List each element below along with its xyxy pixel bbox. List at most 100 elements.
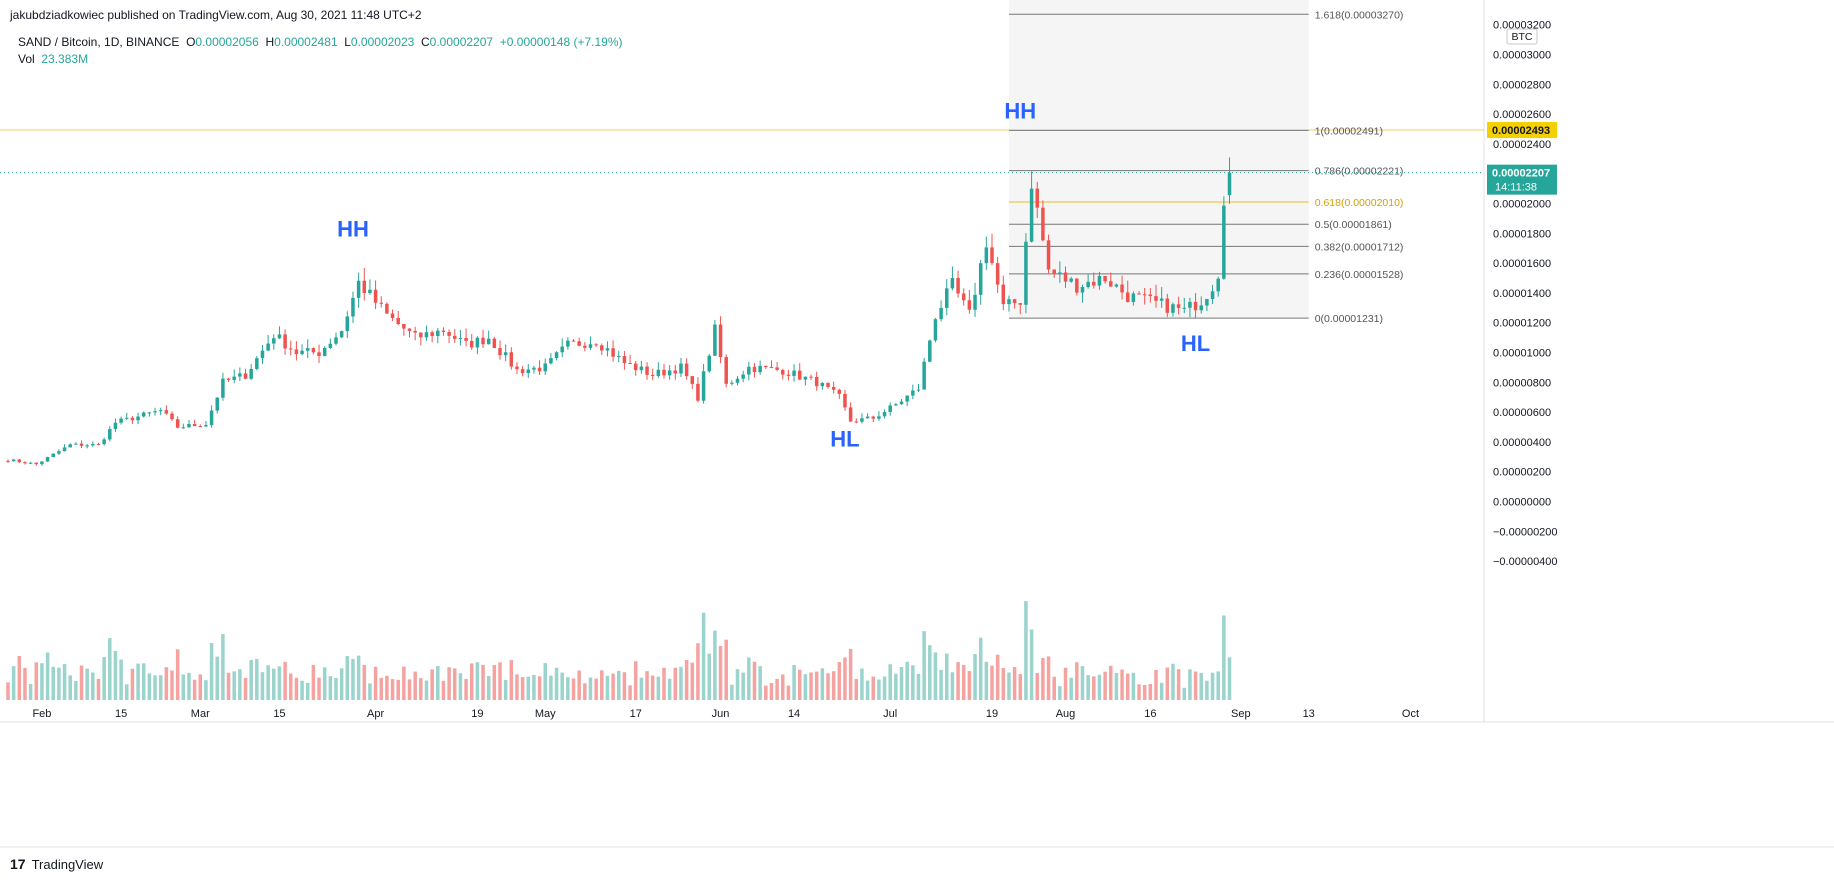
volume-bar xyxy=(441,680,446,700)
volume-bar xyxy=(243,677,248,700)
candle-body xyxy=(1041,207,1045,241)
volume-bar xyxy=(831,671,836,700)
candle-body xyxy=(820,382,825,387)
volume-bar xyxy=(481,664,485,700)
volume-bar xyxy=(215,656,219,700)
candle-body xyxy=(57,451,61,454)
candle-body xyxy=(469,340,474,348)
time-axis-label: Sep xyxy=(1231,708,1251,720)
volume-bar xyxy=(1154,669,1158,700)
candle-body xyxy=(368,289,372,293)
volume-bar xyxy=(871,676,875,700)
candle-body xyxy=(283,334,287,349)
volume-bar xyxy=(469,663,474,700)
volume-bar xyxy=(464,678,468,700)
volume-bar xyxy=(85,668,89,700)
last-price-marker xyxy=(1487,164,1557,195)
price-axis-label: 0.00000200 xyxy=(1493,467,1551,479)
candle-body xyxy=(407,328,412,331)
candle-body xyxy=(843,393,847,408)
candle-body xyxy=(17,459,22,463)
candle-body xyxy=(79,443,84,446)
symbol-label[interactable]: SAND / Bitcoin, 1D, BINANCE xyxy=(18,35,180,49)
candle-body xyxy=(221,378,225,398)
volume-bar xyxy=(1176,669,1181,700)
volume-bar xyxy=(385,675,389,700)
volume-bar xyxy=(413,671,417,700)
volume-bar xyxy=(1041,658,1045,700)
volume-bar xyxy=(102,657,106,700)
volume-bar xyxy=(45,652,50,700)
volume-bar xyxy=(933,652,938,700)
candle-body xyxy=(305,348,310,351)
candle-body xyxy=(1052,269,1056,274)
candle-body xyxy=(939,307,943,320)
candle-body xyxy=(40,461,44,465)
candle-body xyxy=(68,444,72,448)
candle-body xyxy=(933,319,938,341)
volume-bar xyxy=(475,662,480,700)
candle-body xyxy=(74,443,78,445)
volume-bar xyxy=(899,667,904,700)
volume-bar xyxy=(17,656,22,700)
tradingview-footer[interactable]: 17 TradingView xyxy=(10,856,103,872)
candle-body xyxy=(916,389,921,391)
volume-bar xyxy=(549,675,553,700)
volume-bar xyxy=(11,666,16,700)
candle-body xyxy=(141,412,146,417)
price-axis-label: 0.00000400 xyxy=(1493,437,1551,449)
candle-body xyxy=(543,363,547,372)
pattern-label: HL xyxy=(830,426,859,451)
volume-bar xyxy=(684,659,689,700)
candle-body xyxy=(809,376,813,378)
change-value: +0.00000148 (+7.19%) xyxy=(499,35,623,49)
time-axis-label: Jul xyxy=(883,708,897,720)
candle-body xyxy=(238,373,242,377)
volume-bar xyxy=(701,612,706,700)
volume-bar xyxy=(854,679,859,700)
volume-bar xyxy=(1086,675,1090,700)
candle-body xyxy=(848,407,853,422)
volume-bar xyxy=(1097,674,1102,700)
volume-bar xyxy=(775,679,779,700)
volume-bar xyxy=(1125,673,1130,700)
high-value: 0.00002481 xyxy=(274,35,338,49)
candle-body xyxy=(956,277,960,294)
volume-bar xyxy=(436,666,440,700)
volume-bar xyxy=(973,653,977,700)
fib-level-label: 0.5(0.00001861) xyxy=(1315,219,1392,231)
price-axis-label: 0.00000000 xyxy=(1493,497,1551,509)
candle-body xyxy=(362,280,367,293)
time-axis-label: 13 xyxy=(1303,708,1315,720)
volume-bar xyxy=(1018,674,1023,700)
candle-body xyxy=(684,363,689,377)
volume-bar xyxy=(345,656,350,700)
candle-body xyxy=(503,352,508,356)
volume-bar xyxy=(136,663,140,700)
volume-bar xyxy=(967,671,972,700)
candle-body xyxy=(526,369,531,374)
candle-body xyxy=(1092,281,1096,286)
volume-bar xyxy=(1142,685,1147,700)
candle-body xyxy=(928,340,932,362)
candle-body xyxy=(430,332,434,337)
candle-body xyxy=(243,373,248,379)
candle-body xyxy=(724,357,728,384)
volume-bar xyxy=(860,668,864,700)
candle-body xyxy=(1046,240,1051,270)
fib-level-label: 0(0.00001231) xyxy=(1315,313,1383,325)
volume-value: 23.383M xyxy=(41,52,89,66)
candle-body xyxy=(1159,298,1164,301)
volume-bar xyxy=(1182,687,1187,700)
candle-body xyxy=(1131,293,1136,302)
candle-body xyxy=(249,368,253,379)
candle-body xyxy=(673,370,678,374)
candle-body xyxy=(419,332,423,338)
candle-series xyxy=(6,157,1232,466)
volume-bar xyxy=(1029,629,1034,700)
volume-bar xyxy=(458,673,463,700)
candle-body xyxy=(662,369,666,376)
volume-bar xyxy=(984,661,989,700)
volume-bar xyxy=(707,653,711,700)
